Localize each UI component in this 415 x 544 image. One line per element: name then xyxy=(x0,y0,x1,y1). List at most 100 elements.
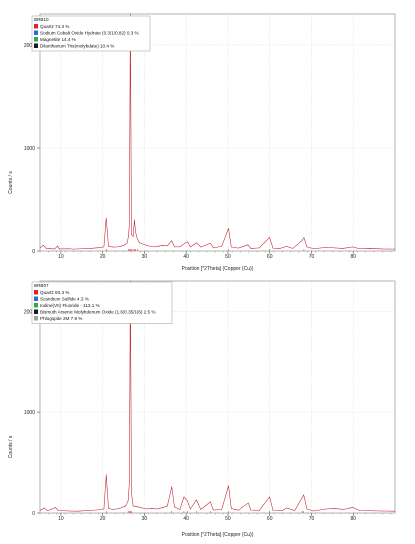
pattern-point xyxy=(89,248,91,249)
pattern-point xyxy=(162,507,164,508)
legend-swatch xyxy=(34,24,38,29)
pattern-point xyxy=(127,500,129,502)
x-tick-label: 10 xyxy=(58,254,64,260)
legend-box xyxy=(31,281,173,324)
y-axis-title: Counts / s xyxy=(8,171,14,194)
legend-box xyxy=(31,15,151,52)
y-tick-label: 1000 xyxy=(24,410,35,416)
pattern-point xyxy=(313,248,314,249)
pattern-point xyxy=(190,508,191,510)
pattern-point xyxy=(247,244,249,246)
pattern-point xyxy=(146,245,147,246)
x-tick-label: 80 xyxy=(350,254,356,260)
x-tick-label: 30 xyxy=(142,254,148,260)
legend-label: Bismuth Arsenic Molybdenum Oxide (1.6/0.… xyxy=(40,309,155,314)
y-tick-label: 0 xyxy=(32,511,35,517)
pattern-point xyxy=(129,482,130,483)
pattern-point xyxy=(231,246,232,248)
legend-label: Dilanthanum Tris(molybdate) 10.4 % xyxy=(40,43,114,48)
pattern-point xyxy=(43,245,44,246)
x-tick-label: 60 xyxy=(267,254,273,260)
pattern-point xyxy=(103,508,105,510)
legend-label: Magnetite 14.4 % xyxy=(40,37,76,42)
pattern-point xyxy=(105,217,107,219)
pattern-point xyxy=(142,243,143,245)
pattern-point xyxy=(279,248,281,249)
pattern-point xyxy=(190,246,191,248)
pattern-point xyxy=(68,510,70,512)
pattern-point xyxy=(221,509,222,510)
pattern-point xyxy=(231,508,232,509)
pattern-point xyxy=(151,508,153,509)
legend-swatch xyxy=(34,309,38,314)
pattern-point xyxy=(174,506,175,508)
pattern-point xyxy=(96,509,97,511)
pattern-point xyxy=(238,247,239,249)
pattern-point xyxy=(269,496,270,498)
chart-panel-brb07: 10 20 30 40 50 60 70 80 0 1000 2000 Position [°2The… xyxy=(0,272,415,544)
pattern-point xyxy=(250,509,252,511)
legend-swatch xyxy=(34,290,38,295)
pattern-point xyxy=(200,509,202,510)
x-tick-label: 10 xyxy=(58,516,64,522)
x-axis-title: Position [°2Theta] (Copper (Cu)) xyxy=(182,532,254,538)
pattern-point xyxy=(167,505,168,507)
pattern-point xyxy=(187,241,188,242)
pattern-point xyxy=(130,13,131,15)
legend-label: Scandium Sulfide 4.3 % xyxy=(40,296,89,301)
y-tick-label: 2000 xyxy=(24,43,35,49)
pattern-point xyxy=(77,510,78,512)
pattern-point xyxy=(46,248,47,249)
pattern-point xyxy=(221,246,222,247)
pattern-point xyxy=(394,510,396,512)
legend-label: Iodine(VII) Fluoride - 113.1 % xyxy=(40,303,100,308)
pattern-point xyxy=(286,246,287,247)
plot-area xyxy=(39,13,396,252)
legend-label: Quartz 93.3 % xyxy=(40,290,69,295)
pattern-point xyxy=(248,502,249,504)
y-tick-label: 1000 xyxy=(24,146,35,152)
pattern-point xyxy=(259,247,260,249)
pattern-point xyxy=(125,505,126,507)
pattern-point xyxy=(228,228,229,229)
x-tick-label: 20 xyxy=(100,516,106,522)
pattern-point xyxy=(39,247,41,249)
diffractogram-chart: 10 20 30 40 50 60 70 80 0 1000 2000 Position [°2The… xyxy=(8,13,396,272)
pattern-point xyxy=(128,235,129,236)
pattern-point xyxy=(228,485,229,487)
pattern-point xyxy=(98,247,99,248)
pattern-point xyxy=(334,508,336,509)
pattern-point xyxy=(187,500,188,502)
legend-swatch xyxy=(34,296,38,301)
pattern-point xyxy=(382,248,383,250)
pattern-point xyxy=(369,248,371,249)
pattern-point xyxy=(54,248,55,250)
pattern-point xyxy=(179,246,181,248)
pattern-point xyxy=(196,242,197,244)
y-tick-label: 2000 xyxy=(24,309,35,315)
pattern-point xyxy=(158,245,160,247)
pattern-point xyxy=(183,243,185,245)
legend-label: Sodium Cobalt Oxide Hydrate (0.3/1/0.82)… xyxy=(40,30,139,35)
pattern-point xyxy=(139,242,140,244)
pattern-point xyxy=(119,508,120,509)
pattern-point xyxy=(130,280,131,282)
legend-swatch xyxy=(34,303,38,308)
x-tick-label: 20 xyxy=(100,254,106,260)
pattern-point xyxy=(162,245,164,246)
pattern-point xyxy=(57,245,58,247)
pattern-point xyxy=(183,496,185,498)
pattern-point xyxy=(47,510,48,512)
pattern-point xyxy=(294,510,296,511)
pattern-point xyxy=(121,245,122,247)
pattern-point xyxy=(171,240,172,241)
x-tick-label: 30 xyxy=(142,516,148,522)
pattern-point xyxy=(103,246,105,248)
x-tick-label: 40 xyxy=(183,516,189,522)
pattern-point xyxy=(150,246,151,247)
pattern-point xyxy=(81,248,83,249)
pattern-point xyxy=(58,248,60,250)
sample-label: BRB07 xyxy=(34,283,49,288)
pattern-point xyxy=(306,508,308,510)
legend-label: Quartz 74.3 % xyxy=(40,24,69,29)
